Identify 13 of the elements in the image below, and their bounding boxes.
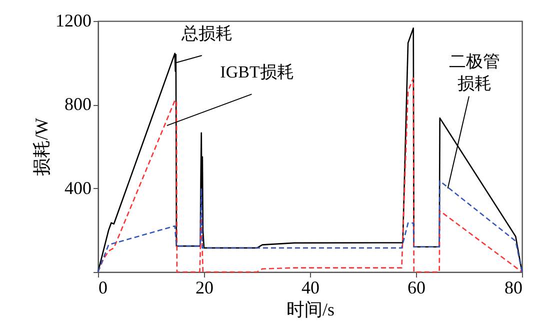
annotation: 总损耗	[180, 24, 233, 43]
y-tick-label: 1200	[56, 10, 92, 30]
x-tick-label: 60	[408, 278, 426, 298]
y-tick-label: 400	[64, 178, 92, 198]
annotation: 二极管损耗	[448, 52, 500, 94]
x-tick-label: 40	[302, 278, 320, 298]
x-tick-label: 20	[196, 278, 214, 298]
y-axis-title: 损耗/W	[32, 118, 52, 176]
y-tick-label: 800	[64, 94, 92, 114]
x-tick-label: 80	[504, 278, 522, 298]
x-tick-label: 0	[98, 278, 108, 298]
x-axis-title: 时间/s	[286, 300, 335, 320]
annotation: IGBT损耗	[220, 62, 294, 82]
